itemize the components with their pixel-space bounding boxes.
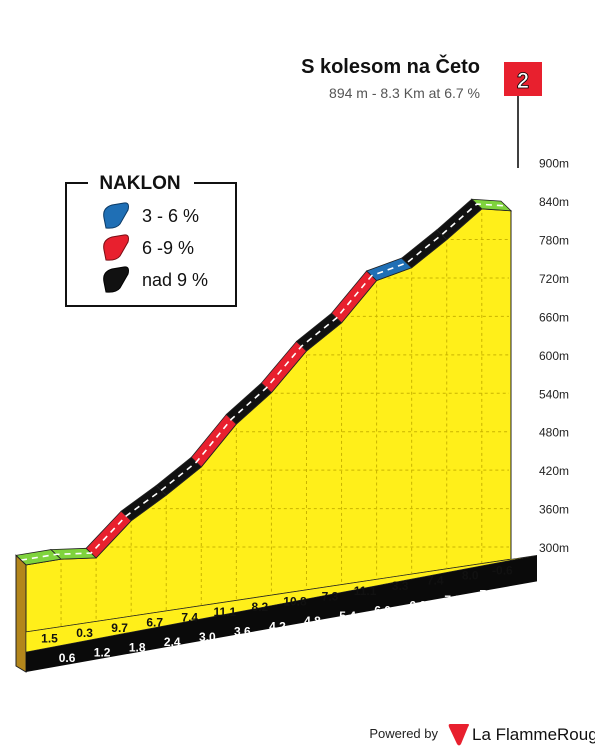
y-tick-label: 600m bbox=[539, 349, 569, 363]
y-tick-label: 720m bbox=[539, 272, 569, 286]
gradient-label: 11.1 bbox=[213, 605, 236, 619]
gradient-label: 8.0 bbox=[462, 568, 479, 582]
km-label: 6.0 bbox=[374, 604, 391, 618]
km-band bbox=[26, 555, 537, 672]
gradient-label: -0.6 bbox=[492, 564, 513, 578]
km-label: 6.6 bbox=[409, 598, 426, 612]
legend-frame bbox=[65, 182, 237, 307]
y-tick-label: 420m bbox=[539, 464, 569, 478]
km-label: 4.8 bbox=[304, 614, 321, 628]
y-tick-label: 660m bbox=[539, 310, 569, 324]
legend-label-moderate: 3 - 6 % bbox=[142, 206, 199, 226]
km-label: 7.8 bbox=[479, 588, 496, 602]
legend-label-steep: 6 -9 % bbox=[142, 238, 194, 258]
km-label: 7.2 bbox=[444, 593, 461, 607]
gradient-label: 6.7 bbox=[146, 616, 163, 630]
powered-by-text: Powered by bbox=[369, 726, 438, 741]
base-side bbox=[15, 554, 27, 673]
gradient-band bbox=[25, 555, 538, 653]
y-tick-label: 540m bbox=[539, 387, 569, 401]
gradient-label: 0.3 bbox=[76, 626, 93, 640]
legend-swatch-steep bbox=[103, 234, 129, 261]
y-tick-label: 840m bbox=[539, 195, 569, 209]
legend: NAKLON 3 - 6 % 6 -9 % nad 9 % bbox=[65, 173, 237, 307]
gradient-label: 1.5 bbox=[41, 631, 58, 645]
y-tick-label: 480m bbox=[539, 426, 569, 440]
profile-area bbox=[25, 208, 512, 633]
gradient-label: 7.4 bbox=[181, 610, 198, 624]
chart-title: S kolesom na Četo bbox=[301, 54, 480, 78]
legend-swatch-moderate bbox=[103, 202, 129, 229]
km-label: 3.6 bbox=[234, 625, 251, 639]
y-tick-label: 900m bbox=[539, 157, 569, 171]
km-label: 3.0 bbox=[199, 630, 216, 644]
road-centerline bbox=[20, 203, 507, 561]
gradient-label: 9.7 bbox=[111, 621, 128, 635]
legend-title: NAKLON bbox=[99, 173, 180, 194]
brand-name: La FlammeRouge bbox=[472, 725, 595, 744]
legend-swatch-hard bbox=[103, 266, 129, 293]
y-tick-label: 300m bbox=[539, 541, 569, 555]
category-badge bbox=[504, 62, 542, 96]
gradient-label: 7.3 bbox=[322, 589, 339, 603]
flame-logo-icon bbox=[448, 724, 469, 746]
gradient-label: 10.8 bbox=[283, 595, 307, 609]
category-badge-number: 2 bbox=[517, 68, 529, 93]
gradient-label: 7.4 bbox=[427, 574, 444, 588]
gradient-label: 3.3 bbox=[392, 579, 409, 593]
km-label: 5.4 bbox=[339, 609, 356, 623]
km-label: 0.6 bbox=[59, 651, 76, 665]
gradient-label: 11.1 bbox=[354, 584, 377, 598]
y-tick-label: 360m bbox=[539, 503, 569, 517]
km-label: 2.4 bbox=[164, 635, 181, 649]
km-label: 1.2 bbox=[94, 646, 111, 660]
legend-label-hard: nad 9 % bbox=[142, 270, 208, 290]
y-tick-label: 780m bbox=[539, 234, 569, 248]
gradient-label: 8.2 bbox=[252, 600, 269, 614]
km-label: 4.2 bbox=[269, 619, 286, 633]
chart-subtitle: 894 m - 8.3 Km at 6.7 % bbox=[329, 85, 480, 101]
km-label: 1.8 bbox=[129, 640, 146, 654]
km-label: 8.3 bbox=[509, 583, 526, 597]
